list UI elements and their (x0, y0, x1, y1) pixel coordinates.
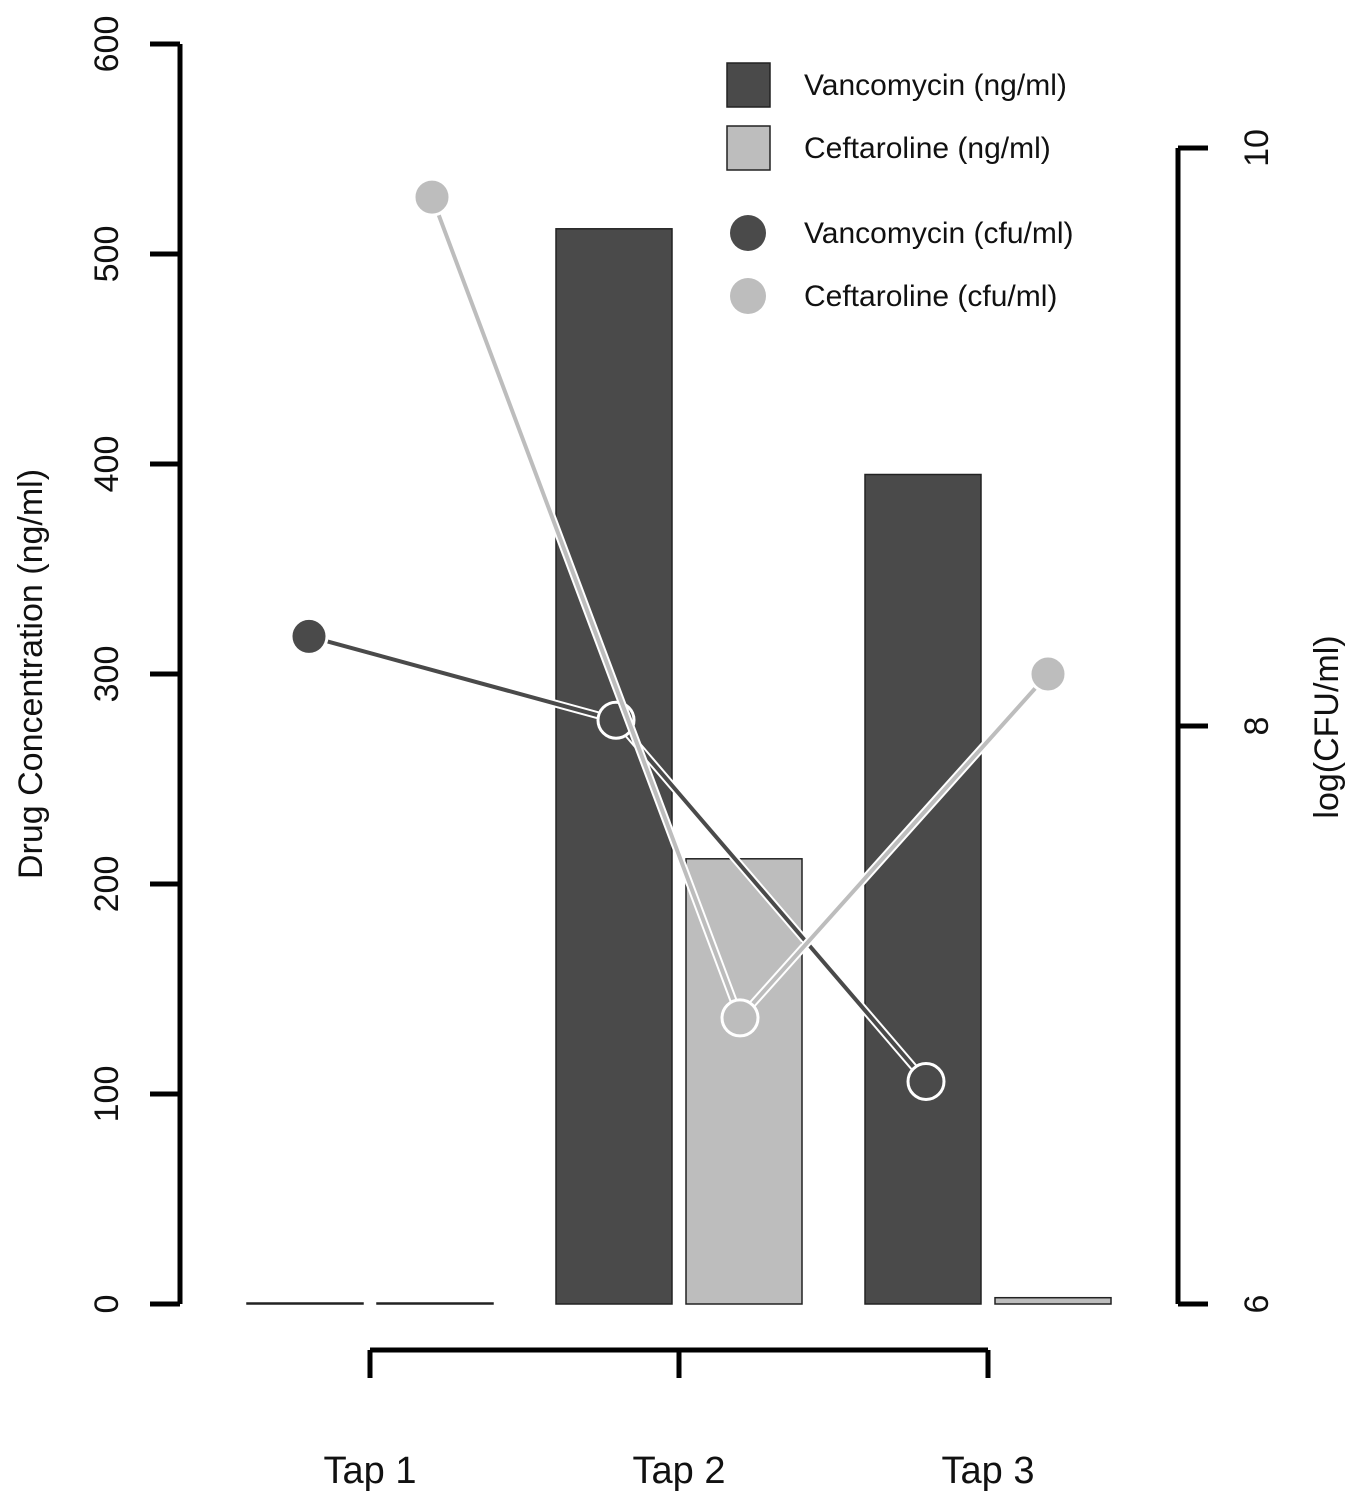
bar-vancomycin-ng-ml--0 (246, 1302, 364, 1305)
right-tick-label-10: 10 (1238, 129, 1276, 167)
bar-vancomycin-ng-ml--2 (864, 473, 982, 1305)
right-tick-label-6: 6 (1238, 1295, 1276, 1314)
point-ceftaroline-cfu-ml--2 (1028, 654, 1068, 694)
left-tick-label-600: 600 (88, 16, 126, 73)
point-vancomycin-cfu-ml--0 (289, 616, 329, 656)
legend-marker-vancomycin-cfu-ml- (730, 215, 766, 251)
right-axis-title: log(CFU/ml) (1308, 635, 1346, 818)
legend-swatch-vancomycin-ng-ml- (726, 62, 771, 108)
legend-label-vancomycin-cfu-ml-: Vancomycin (cfu/ml) (804, 217, 1074, 250)
left-tick-label-0: 0 (88, 1295, 126, 1314)
left-tick-label-400: 400 (88, 436, 126, 493)
legend-marker-ceftaroline-cfu-ml- (730, 278, 766, 314)
left-tick-label-100: 100 (88, 1066, 126, 1123)
legend-label-ceftaroline-cfu-ml-: Ceftaroline (cfu/ml) (804, 280, 1057, 313)
bar-ceftaroline-ng-ml--2 (994, 1296, 1112, 1305)
bars-layer (246, 228, 1112, 1305)
point-ceftaroline-cfu-ml--1 (720, 998, 760, 1038)
right-y-axis: 6 8 10 (1175, 129, 1276, 1314)
bar-ceftaroline-ng-ml--0 (376, 1302, 494, 1305)
legend-swatch-ceftaroline-ng-ml- (726, 125, 771, 171)
legend: Vancomycin (ng/ml) Ceftaroline (ng/ml) Van… (726, 62, 1074, 314)
left-tick-label-500: 500 (88, 226, 126, 283)
x-tick-label-2: Tap 3 (942, 1450, 1035, 1492)
left-tick-label-200: 200 (88, 856, 126, 913)
left-axis-title: Drug Concentration (ng/ml) (12, 469, 50, 879)
point-vancomycin-cfu-ml--2 (906, 1062, 946, 1101)
lines-layer (289, 177, 1068, 1101)
x-axis: Tap 1 Tap 2 Tap 3 (324, 1347, 1035, 1492)
right-tick-label-8: 8 (1238, 717, 1276, 736)
x-tick-label-0: Tap 1 (324, 1450, 417, 1492)
left-tick-label-300: 300 (88, 646, 126, 703)
legend-label-vancomycin-ng-ml-: Vancomycin (ng/ml) (804, 69, 1067, 102)
left-y-axis: 0 100 200 300 400 500 600 (88, 16, 183, 1314)
point-ceftaroline-cfu-ml--0 (412, 177, 452, 217)
legend-label-ceftaroline-ng-ml-: Ceftaroline (ng/ml) (804, 132, 1051, 165)
x-tick-label-1: Tap 2 (633, 1450, 726, 1492)
